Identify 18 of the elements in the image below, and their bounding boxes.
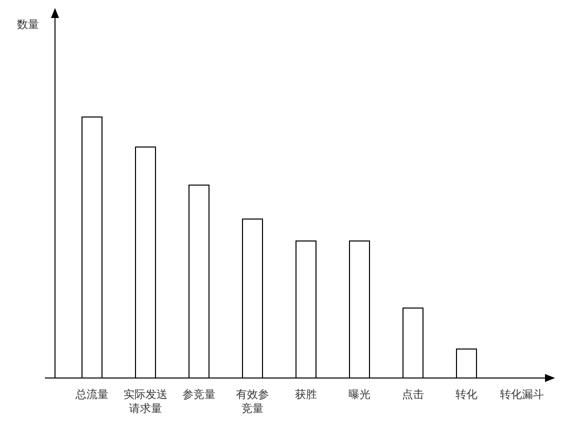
x-tick-label: 参竞量 (182, 388, 216, 401)
bar (242, 218, 263, 378)
bar (296, 240, 316, 378)
x-axis-title: 转化漏斗 (500, 388, 544, 401)
x-tick-label: 转化 (456, 388, 478, 401)
x-tick-label: 总流量 (74, 388, 108, 401)
bar (135, 146, 156, 378)
bar (456, 348, 477, 378)
x-tick-label: 实际发送请求量 (124, 388, 168, 415)
x-tick-label: 有效参竞量 (236, 388, 269, 415)
bar (349, 240, 370, 378)
text: 数量 (17, 18, 39, 31)
bar (188, 184, 210, 378)
bar (82, 116, 102, 378)
x-tick-label: 获胜 (295, 388, 317, 401)
bar (402, 308, 424, 378)
x-tick-label: 曝光 (348, 388, 370, 401)
x-tick-label: 点击 (402, 388, 424, 401)
